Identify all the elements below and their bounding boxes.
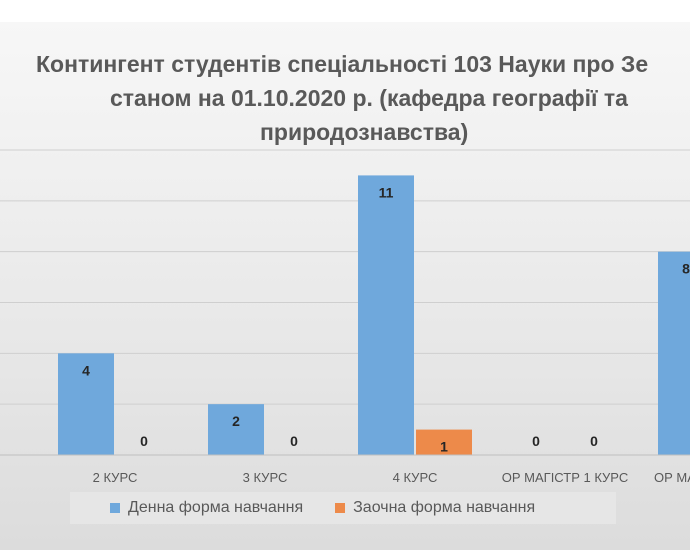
data-label-series-1: 8 xyxy=(682,261,690,277)
chart-title-line-2: станом на 01.10.2020 р. (кафедра географ… xyxy=(110,85,628,111)
legend-swatch-series-2 xyxy=(335,503,346,513)
data-label-series-2: 1 xyxy=(440,439,448,455)
data-label-series-1: 4 xyxy=(82,362,90,378)
chart-title: Контингент студентів спеціальності 103 Н… xyxy=(0,43,690,153)
legend-label-series-1: Денна форма навчання xyxy=(128,499,304,516)
data-label-series-1: 0 xyxy=(532,433,540,449)
legend-item-series-2: Заочна форма навчання xyxy=(335,499,535,517)
data-label-series-2: 0 xyxy=(590,433,598,449)
bar-series-2 xyxy=(416,429,472,455)
x-tick-label: 3 КУРС xyxy=(243,470,288,485)
x-tick-label: ОР МАГІСТР 1 КУРС xyxy=(502,470,628,485)
chart-title-line-3: природознавства) xyxy=(260,119,469,145)
chart-legend: Денна форма навчання Заочна форма навчан… xyxy=(70,492,616,524)
chart-title-line-1: Контингент студентів спеціальності 103 Н… xyxy=(36,51,649,77)
x-tick-label: 2 КУРС xyxy=(93,470,138,485)
bar-series-1 xyxy=(208,404,264,455)
chart-panel xyxy=(0,22,690,550)
bar-series-1 xyxy=(358,175,414,455)
legend-label-series-2: Заочна форма навчання xyxy=(353,499,536,516)
data-label-series-2: 0 xyxy=(140,433,148,449)
bar-series-1 xyxy=(58,353,114,455)
data-label-series-2: 0 xyxy=(290,433,298,449)
x-tick-label: 4 КУРС xyxy=(393,470,438,485)
bar-series-1 xyxy=(658,251,690,455)
legend-item-series-1: Денна форма навчання xyxy=(110,499,303,517)
legend-swatch-series-1 xyxy=(110,503,120,513)
data-label-series-1: 2 xyxy=(232,413,240,429)
x-tick-label: ОР МА xyxy=(654,470,690,485)
data-label-series-1: 11 xyxy=(379,184,394,200)
